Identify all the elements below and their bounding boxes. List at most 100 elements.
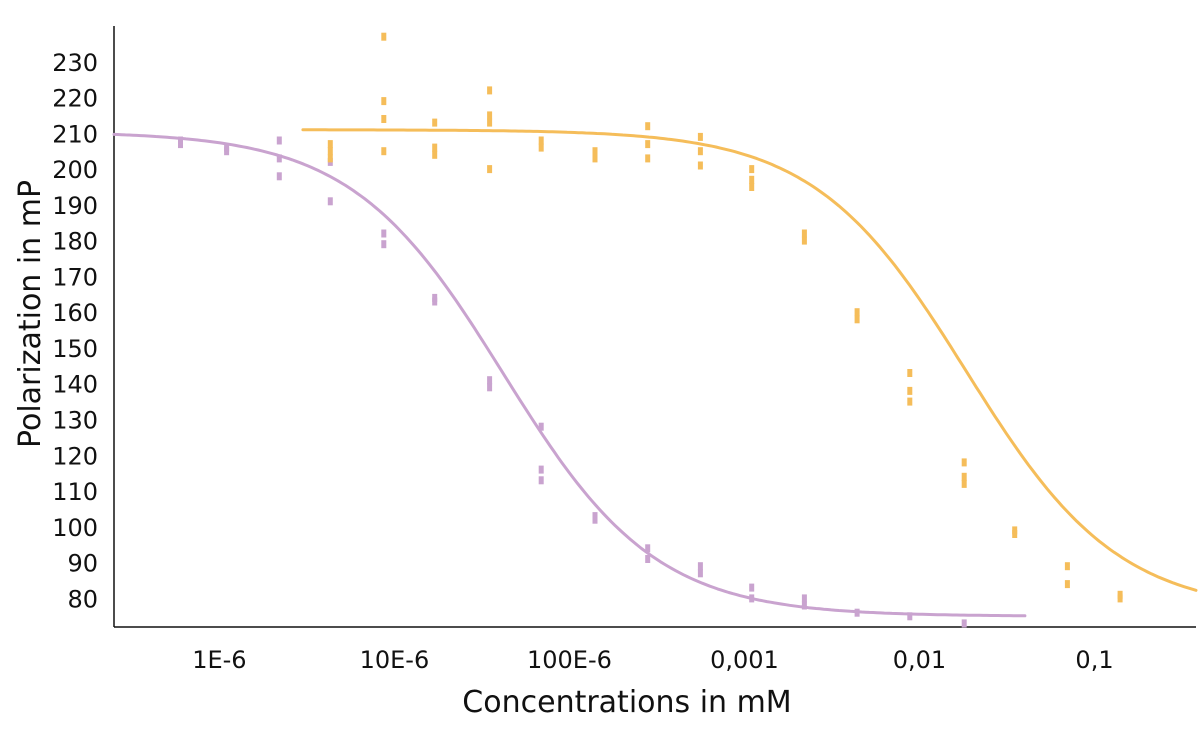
y-tick-label: 220 (52, 85, 98, 113)
series-layer (112, 32, 1198, 628)
data-point (276, 154, 282, 163)
x-tick-label: 0,001 (710, 646, 779, 674)
data-point (645, 154, 651, 163)
data-point (749, 183, 755, 191)
data-point (801, 236, 807, 245)
data-point (961, 472, 967, 481)
data-point (907, 397, 913, 406)
data-point (487, 383, 493, 392)
data-point (592, 147, 598, 156)
y-tick-label: 80 (67, 585, 98, 613)
data-point (224, 143, 230, 152)
data-point (645, 140, 651, 149)
y-tick-label: 200 (52, 156, 98, 184)
data-point (538, 136, 544, 145)
data-point (907, 386, 913, 395)
data-point (961, 619, 967, 628)
y-tick-label: 120 (52, 442, 98, 470)
x-tick-label: 0,1 (1075, 646, 1113, 674)
y-tick-label: 100 (52, 514, 98, 542)
data-point (432, 143, 438, 152)
series-1-fit-line (112, 132, 1027, 618)
data-point (961, 479, 967, 488)
data-point (487, 376, 493, 385)
data-point (432, 293, 438, 302)
data-point (538, 465, 544, 474)
y-tick-label: 180 (52, 228, 98, 256)
series-2 (301, 32, 1198, 603)
y-tick-label: 160 (52, 299, 98, 327)
data-point (432, 150, 438, 159)
data-point (1064, 562, 1070, 571)
data-point (487, 165, 493, 174)
y-tick-label: 130 (52, 407, 98, 435)
data-point (327, 147, 333, 156)
y-tick-label: 190 (52, 192, 98, 220)
data-point (1064, 580, 1070, 589)
data-point (327, 197, 333, 206)
series-2-fit-line (301, 128, 1198, 592)
data-point (697, 132, 703, 141)
y-tick-label: 210 (52, 120, 98, 148)
data-point (749, 165, 755, 174)
data-point (854, 608, 860, 617)
data-point (697, 569, 703, 578)
y-axis-title: Polarization in mP (13, 180, 48, 448)
data-point (645, 122, 651, 131)
data-point (801, 601, 807, 610)
data-point (592, 512, 598, 521)
data-point (854, 315, 860, 324)
data-point (697, 562, 703, 571)
y-tick-label: 110 (52, 478, 98, 506)
data-point (327, 154, 333, 163)
x-tick-labels: 1E-6 10E-6 100E-6 0,001 0,01 0,1 (192, 646, 1113, 674)
y-tick-label: 150 (52, 335, 98, 363)
x-axis-title: Concentrations in mM (462, 685, 791, 720)
x-tick-label: 0,01 (893, 646, 946, 674)
data-point (538, 476, 544, 485)
data-point (854, 308, 860, 317)
x-tick-label: 100E-6 (527, 646, 612, 674)
data-point (487, 118, 493, 127)
data-point (1117, 590, 1123, 599)
y-tick-label: 230 (52, 49, 98, 77)
data-point (749, 594, 755, 603)
data-point (697, 147, 703, 156)
y-tick-labels: 80 90 100 110 120 130 140 150 160 170 180 190 200 210… (52, 49, 98, 614)
data-point (487, 86, 493, 95)
data-point (381, 240, 387, 249)
y-tick-label: 90 (67, 550, 98, 578)
data-point (645, 544, 651, 553)
data-point (276, 136, 282, 145)
data-point (381, 32, 387, 41)
x-tick-label: 1E-6 (192, 646, 246, 674)
data-point (381, 229, 387, 238)
data-point (907, 612, 913, 621)
series-1 (112, 132, 1027, 628)
axes (113, 26, 1196, 628)
data-point (327, 140, 333, 149)
data-point (961, 458, 967, 467)
data-point (1012, 526, 1018, 535)
x-tick-label: 10E-6 (360, 646, 430, 674)
data-point (801, 594, 807, 603)
data-point (381, 97, 387, 106)
data-point (178, 136, 183, 145)
data-point (538, 422, 544, 431)
data-point (697, 161, 703, 170)
data-point (381, 147, 387, 156)
data-point (381, 115, 387, 123)
data-point (487, 111, 493, 120)
data-point (276, 172, 282, 181)
y-tick-label: 170 (52, 263, 98, 291)
data-point (801, 229, 807, 238)
data-point (645, 555, 651, 563)
data-point (432, 118, 438, 127)
data-point (749, 175, 755, 184)
data-point (592, 154, 598, 163)
data-point (538, 143, 544, 152)
data-point (907, 369, 913, 377)
data-point (749, 583, 755, 592)
y-tick-label: 140 (52, 371, 98, 399)
